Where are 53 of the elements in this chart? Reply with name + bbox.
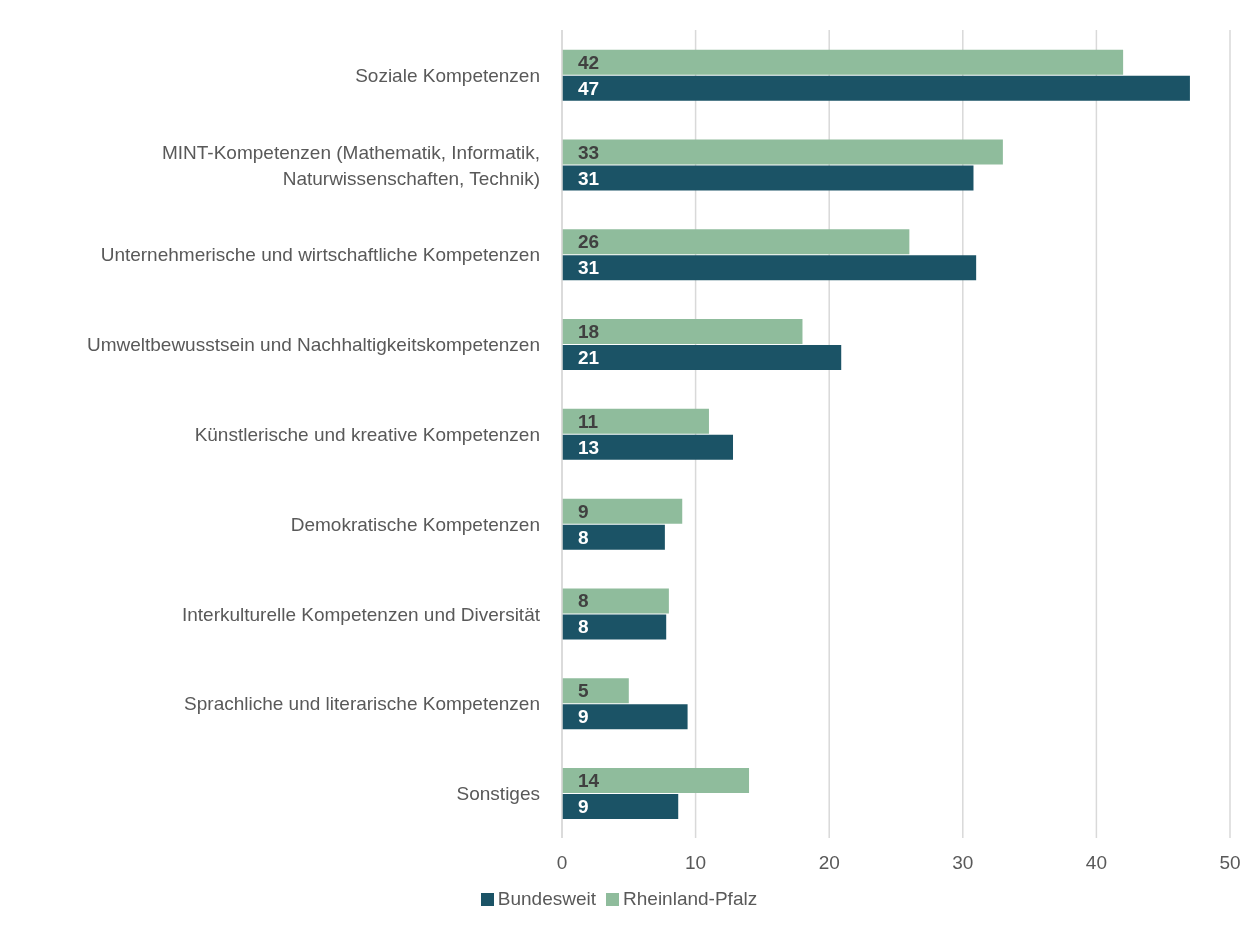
y-tick-label: Künstlerische und kreative Kompetenzen bbox=[194, 423, 540, 445]
data-label: 9 bbox=[578, 795, 589, 817]
legend-label: Bundesweit bbox=[497, 888, 597, 909]
bar bbox=[562, 49, 1124, 75]
y-tick-label: Demokratische Kompetenzen bbox=[290, 513, 540, 535]
data-label: 21 bbox=[578, 347, 600, 369]
bar bbox=[562, 165, 974, 191]
data-label: 33 bbox=[578, 141, 600, 163]
data-label: 8 bbox=[578, 590, 589, 612]
y-tick-label: Sonstiges bbox=[456, 782, 540, 804]
bar bbox=[562, 345, 842, 371]
bar bbox=[562, 524, 665, 550]
data-label: 31 bbox=[578, 257, 600, 279]
x-tick-label: 10 bbox=[685, 852, 707, 874]
y-tick-label: Unternehmerische und wirtschaftliche Kompetenzen bbox=[100, 243, 540, 265]
x-tick-label: 40 bbox=[1085, 852, 1107, 874]
data-label: 42 bbox=[578, 51, 600, 73]
bar bbox=[562, 434, 734, 460]
bar bbox=[562, 408, 709, 434]
bar bbox=[562, 767, 750, 793]
bar bbox=[562, 498, 683, 524]
bar bbox=[562, 704, 688, 730]
x-tick-label: 30 bbox=[952, 852, 974, 874]
data-label: 18 bbox=[578, 321, 600, 343]
y-tick-label: Sprachliche und literarische Kompetenzen bbox=[184, 692, 540, 714]
y-tick-label: Soziale Kompetenzen bbox=[355, 64, 540, 86]
bar bbox=[562, 614, 667, 640]
data-label: 5 bbox=[578, 680, 589, 702]
bar bbox=[562, 139, 1003, 165]
x-tick-label: 50 bbox=[1219, 852, 1241, 874]
data-label: 8 bbox=[578, 616, 589, 638]
data-label: 8 bbox=[578, 526, 589, 548]
bar bbox=[562, 793, 679, 819]
y-tick-label: MINT-Kompetenzen (Mathematik, Informatik, Naturwissenschaften, Technik) bbox=[161, 141, 540, 189]
data-label: 9 bbox=[578, 706, 589, 728]
x-tick-label: 20 bbox=[818, 852, 840, 874]
bar bbox=[562, 255, 977, 281]
y-tick-label: Umweltbewusstsein und Nachhaltigkeitskompetenzen bbox=[86, 333, 540, 355]
bar bbox=[562, 588, 669, 614]
data-label: 13 bbox=[578, 436, 600, 458]
data-label: 31 bbox=[578, 167, 600, 189]
y-tick-label: Interkulturelle Kompetenzen und Diversität bbox=[181, 603, 541, 625]
data-label: 26 bbox=[578, 231, 600, 253]
bar bbox=[562, 678, 629, 704]
x-tick-label: 0 bbox=[556, 852, 568, 874]
bar bbox=[562, 75, 1190, 101]
data-label: 9 bbox=[578, 500, 589, 522]
bar bbox=[562, 319, 803, 345]
legend-label: Rheinland-Pfalz bbox=[623, 888, 758, 909]
bar bbox=[562, 229, 910, 255]
data-label: 14 bbox=[578, 769, 600, 791]
data-label: 11 bbox=[578, 410, 599, 432]
data-label: 47 bbox=[578, 77, 600, 99]
